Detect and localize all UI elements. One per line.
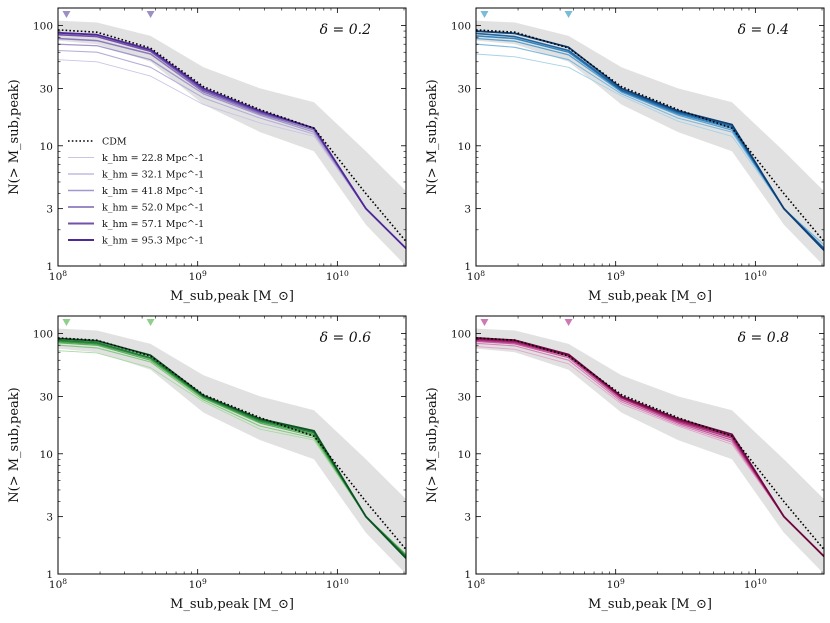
- y-tick-label: 30: [40, 391, 53, 403]
- y-tick-label: 1: [464, 261, 471, 273]
- legend-series-label-4: k_hm = 52.0 Mpc^-1: [102, 203, 204, 214]
- x-tick-label: 109: [607, 577, 625, 592]
- y-tick-label: 30: [40, 83, 53, 95]
- legend-series-label-3: k_hm = 41.8 Mpc^-1: [102, 186, 204, 197]
- y-tick-label: 10: [458, 141, 471, 153]
- half-mode-marker-1: [62, 11, 71, 18]
- y-tick-label: 100: [451, 21, 471, 33]
- series-line-6: [476, 337, 824, 558]
- half-mode-marker-2: [146, 11, 155, 18]
- y-axis-label: N(> M_sub,peak): [7, 79, 22, 195]
- cdm-scatter-band: [58, 328, 406, 574]
- legend-series-label-5: k_hm = 57.1 Mpc^-1: [102, 219, 204, 230]
- x-tick-label: 109: [607, 269, 625, 284]
- legend-series-label-6: k_hm = 95.3 Mpc^-1: [102, 236, 204, 247]
- axes-frame: [57, 7, 407, 267]
- delta-label: δ = 0.8: [738, 330, 789, 346]
- y-axis-label: N(> M_sub,peak): [425, 79, 440, 195]
- delta-label: δ = 0.6: [320, 330, 371, 346]
- y-tick-label: 3: [46, 204, 53, 216]
- legend-cdm-label: CDM: [102, 137, 127, 148]
- y-tick-label: 3: [464, 512, 471, 524]
- y-tick-label: 1: [464, 569, 471, 581]
- legend-series-label-1: k_hm = 22.8 Mpc^-1: [102, 153, 204, 164]
- series-line-6: [58, 31, 406, 250]
- half-mode-marker-1: [62, 319, 71, 326]
- y-tick-label: 1: [46, 261, 53, 273]
- half-mode-marker-1: [480, 319, 489, 326]
- x-tick-label: 1010: [744, 577, 767, 592]
- cdm-scatter-band: [476, 20, 824, 266]
- y-axis-label: N(> M_sub,peak): [425, 387, 440, 503]
- plot-area: [58, 20, 406, 266]
- y-tick-label: 100: [33, 329, 53, 341]
- y-tick-label: 3: [464, 204, 471, 216]
- x-axis-label: M_sub,peak [M_⊙]: [170, 289, 294, 304]
- x-tick-label: 1010: [326, 577, 349, 592]
- half-mode-marker-2: [564, 319, 573, 326]
- x-tick-label: 1010: [326, 269, 349, 284]
- axes-frame: [57, 315, 407, 575]
- x-axis-label: M_sub,peak [M_⊙]: [170, 597, 294, 612]
- half-mode-marker-2: [564, 11, 573, 18]
- y-tick-label: 10: [40, 141, 53, 153]
- cdm-scatter-band: [476, 328, 824, 574]
- x-tick-label: 109: [189, 269, 207, 284]
- series-line-6: [58, 337, 406, 559]
- y-axis-label: N(> M_sub,peak): [7, 387, 22, 503]
- cdm-line: [476, 29, 824, 243]
- y-tick-label: 30: [458, 83, 471, 95]
- legend: CDM k_hm = 22.8 Mpc^-1 k_hm = 32.1 Mpc^-1 k…: [68, 137, 204, 247]
- half-mode-marker-2: [146, 319, 155, 326]
- delta-label: δ = 0.2: [320, 22, 371, 38]
- legend-series-label-2: k_hm = 32.1 Mpc^-1: [102, 170, 204, 181]
- x-axis-label: M_sub,peak [M_⊙]: [588, 289, 712, 304]
- plot-area: [476, 20, 824, 266]
- x-tick-label: 109: [189, 577, 207, 592]
- half-mode-marker-1: [480, 11, 489, 18]
- delta-label: δ = 0.4: [738, 22, 789, 38]
- y-tick-label: 100: [33, 21, 53, 33]
- axes-frame: [475, 7, 825, 267]
- y-tick-label: 3: [46, 512, 53, 524]
- y-tick-label: 10: [458, 449, 471, 461]
- x-tick-label: 1010: [744, 269, 767, 284]
- y-tick-label: 100: [451, 329, 471, 341]
- cdm-line: [58, 29, 406, 243]
- x-axis-label: M_sub,peak [M_⊙]: [588, 597, 712, 612]
- cdm-line: [476, 337, 824, 551]
- series-line-5: [476, 338, 824, 557]
- y-tick-label: 10: [40, 449, 53, 461]
- plot-area: [58, 328, 406, 574]
- series-line-6: [476, 30, 824, 251]
- y-tick-label: 1: [46, 569, 53, 581]
- axes-frame: [475, 315, 825, 575]
- cdm-scatter-band: [58, 20, 406, 266]
- plot-area: [476, 328, 824, 574]
- cdm-line: [58, 337, 406, 551]
- y-tick-label: 30: [458, 391, 471, 403]
